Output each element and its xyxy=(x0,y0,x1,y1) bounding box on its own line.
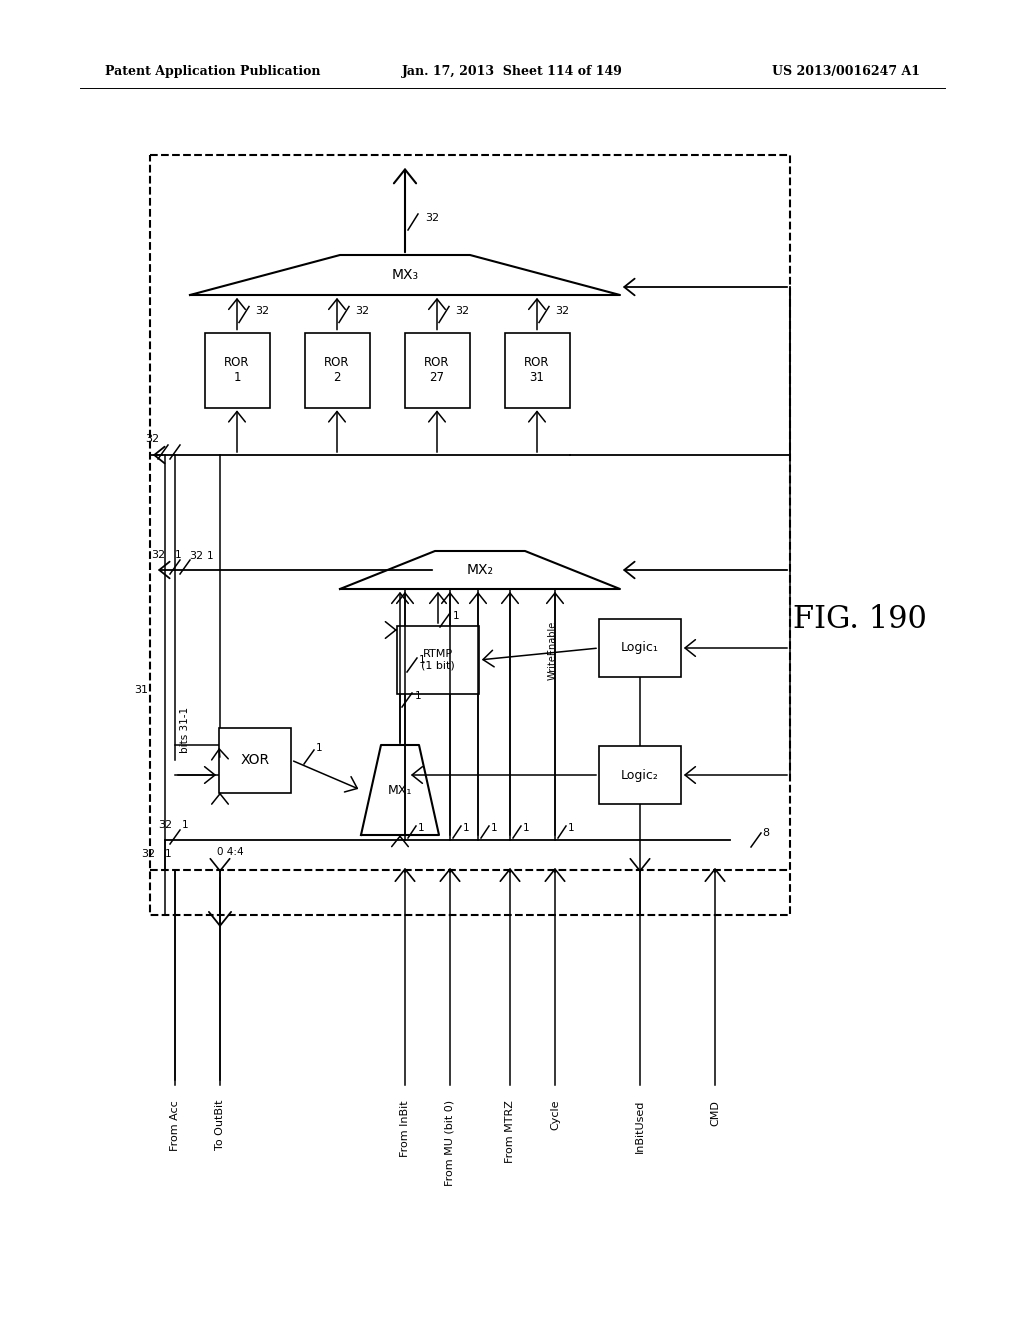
Text: 8: 8 xyxy=(763,828,770,838)
Text: 1: 1 xyxy=(419,655,425,665)
Text: 1: 1 xyxy=(181,820,188,830)
Text: Logic₂: Logic₂ xyxy=(622,768,658,781)
Text: 0 4:4: 0 4:4 xyxy=(217,847,244,857)
Text: 1: 1 xyxy=(315,743,323,752)
Text: RTMP
(1 bit): RTMP (1 bit) xyxy=(421,649,455,671)
Text: 1: 1 xyxy=(175,550,181,560)
Bar xyxy=(599,746,681,804)
Text: MX₃: MX₃ xyxy=(391,268,419,282)
Text: 31: 31 xyxy=(134,685,148,696)
Text: 32: 32 xyxy=(255,305,269,315)
Text: ROR
31: ROR 31 xyxy=(524,356,550,384)
Text: WriteEnable: WriteEnable xyxy=(548,620,558,680)
Text: ROR
1: ROR 1 xyxy=(224,356,250,384)
Bar xyxy=(397,626,479,694)
Text: 1: 1 xyxy=(490,822,498,833)
Text: FIG. 190: FIG. 190 xyxy=(793,605,927,635)
Text: ROR
2: ROR 2 xyxy=(325,356,350,384)
Text: 32: 32 xyxy=(425,213,439,223)
Text: 32: 32 xyxy=(151,550,165,560)
Text: 32: 32 xyxy=(145,434,159,444)
Text: From InBit: From InBit xyxy=(400,1100,410,1156)
Bar xyxy=(404,333,469,408)
Text: 1: 1 xyxy=(463,822,469,833)
Text: 1: 1 xyxy=(418,822,424,833)
Text: 32: 32 xyxy=(158,820,172,830)
Bar xyxy=(150,154,790,915)
Bar xyxy=(205,333,269,408)
Text: bits 31-1: bits 31-1 xyxy=(180,708,190,754)
Text: 32: 32 xyxy=(455,305,469,315)
Text: From MTRZ: From MTRZ xyxy=(505,1100,515,1163)
Text: US 2013/0016247 A1: US 2013/0016247 A1 xyxy=(772,66,920,78)
Text: MX₂: MX₂ xyxy=(467,564,494,577)
Text: Cycle: Cycle xyxy=(550,1100,560,1130)
Text: 1: 1 xyxy=(415,690,421,701)
Text: From MU (bit 0): From MU (bit 0) xyxy=(445,1100,455,1187)
Text: 1: 1 xyxy=(453,611,460,620)
Text: Jan. 17, 2013  Sheet 114 of 149: Jan. 17, 2013 Sheet 114 of 149 xyxy=(401,66,623,78)
Text: 1: 1 xyxy=(165,849,172,859)
Bar xyxy=(219,727,291,792)
Text: CMD: CMD xyxy=(710,1100,720,1126)
Text: Logic₁: Logic₁ xyxy=(622,642,658,655)
Text: 32: 32 xyxy=(355,305,369,315)
Text: InBitUsed: InBitUsed xyxy=(635,1100,645,1154)
Text: 1: 1 xyxy=(522,822,529,833)
Text: 1: 1 xyxy=(567,822,574,833)
Bar xyxy=(599,619,681,677)
Text: XOR: XOR xyxy=(241,752,269,767)
Text: 1: 1 xyxy=(207,550,213,561)
Text: 32: 32 xyxy=(141,849,155,859)
Text: From Acc: From Acc xyxy=(170,1100,180,1151)
Text: Patent Application Publication: Patent Application Publication xyxy=(105,66,321,78)
Text: MX₁: MX₁ xyxy=(388,784,413,796)
Bar xyxy=(304,333,370,408)
Text: 32: 32 xyxy=(555,305,569,315)
Bar xyxy=(505,333,569,408)
Text: To OutBit: To OutBit xyxy=(215,1100,225,1151)
Text: 32: 32 xyxy=(189,550,203,561)
Text: ROR
27: ROR 27 xyxy=(424,356,450,384)
